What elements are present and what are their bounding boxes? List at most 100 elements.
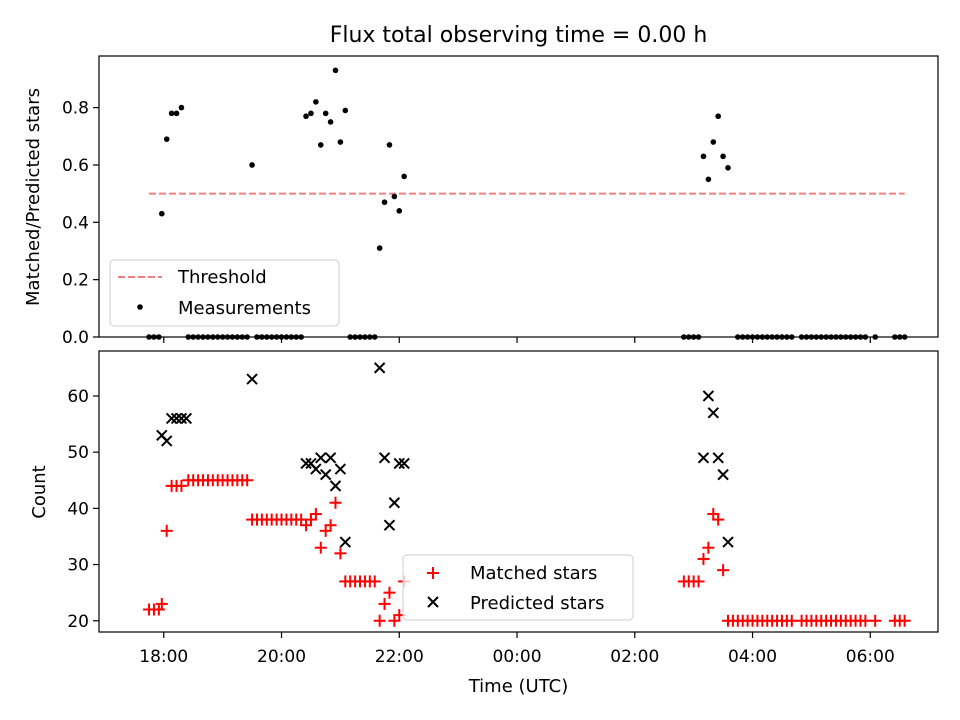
- measurement-point: [720, 153, 726, 160]
- x-tick-label: 22:00: [375, 647, 424, 667]
- x-tick-label: 20:00: [257, 647, 306, 667]
- measurement-point: [725, 165, 731, 171]
- measurement-point: [313, 99, 319, 105]
- predicted-star-point: [310, 463, 322, 475]
- matched-star-point: [898, 614, 911, 627]
- predicted-star-point: [702, 390, 715, 402]
- top-y-tick-label: 0.8: [62, 99, 89, 119]
- matched-star-point: [160, 524, 173, 537]
- matched-star-point: [383, 586, 396, 599]
- predicted-star-point: [246, 373, 258, 385]
- bottom-legend: Matched stars Predicted stars: [402, 554, 634, 621]
- predicted-star-point: [324, 452, 337, 464]
- measurement-point: [337, 139, 344, 145]
- legend-predicted-label: Predicted stars: [470, 593, 604, 614]
- matched-star-point: [152, 603, 165, 616]
- x-tick-label: 02:00: [610, 647, 659, 667]
- matched-star-point: [692, 575, 705, 588]
- x-tick-label: 04:00: [728, 647, 777, 667]
- predicted-star-point: [329, 480, 342, 492]
- matched-star-point: [334, 547, 347, 560]
- predicted-star-point: [393, 457, 405, 470]
- predicted-star-point: [398, 457, 410, 470]
- legend-measurements-swatch: [137, 304, 143, 310]
- top-legend-box: [109, 259, 340, 327]
- bottom-y-axis-label: Count: [29, 465, 50, 518]
- matched-star-point: [155, 597, 168, 610]
- predicted-star-point: [712, 452, 724, 464]
- measurement-point: [332, 67, 339, 74]
- matched-star-point: [712, 513, 725, 526]
- bottom-y-tick-label: 50: [67, 443, 89, 463]
- predicted-star-point: [300, 457, 312, 470]
- x-axis-label: Time (UTC): [468, 676, 569, 697]
- x-tick-label: 06:00: [846, 647, 895, 667]
- matched-star-point: [368, 575, 381, 588]
- top-plot-area: 0.0 0.2 0.4 0.6 0.8 Threshold Measurements: [62, 55, 939, 348]
- predicted-star-point: [315, 452, 327, 464]
- measurement-point: [178, 104, 185, 111]
- measurement-point: [700, 153, 707, 160]
- measurement-point: [322, 110, 329, 117]
- predicted-star-point: [373, 362, 386, 374]
- measurement-point: [710, 139, 717, 145]
- top-y-tick-label: 0.6: [62, 156, 89, 176]
- top-y-tick-label: 0.2: [62, 271, 89, 291]
- measurement-point: [317, 142, 324, 148]
- x-tick-label: 18:00: [139, 647, 188, 667]
- legend-matched-swatch: [427, 567, 439, 579]
- legend-predicted-swatch: [427, 596, 439, 608]
- measurement-point: [249, 162, 255, 168]
- predicted-star-point: [319, 468, 332, 481]
- matched-star-point: [329, 496, 342, 509]
- measurement-point: [715, 113, 721, 120]
- predicted-star-point: [388, 497, 401, 509]
- measurement-point: [168, 110, 175, 117]
- measurement-point: [386, 142, 393, 148]
- matched-star-point: [241, 474, 254, 487]
- x-tick-label: 00:00: [493, 647, 542, 667]
- predicted-star-point: [722, 536, 734, 548]
- predicted-star-point: [165, 412, 178, 425]
- bottom-legend-box: [402, 554, 634, 621]
- predicted-star-point: [383, 519, 396, 531]
- matched-star-point: [378, 597, 391, 610]
- legend-matched-label: Matched stars: [470, 563, 597, 584]
- measurement-point: [381, 199, 388, 206]
- matched-star-point: [314, 541, 327, 554]
- top-legend: Threshold Measurements: [109, 259, 340, 327]
- matched-star-point: [324, 519, 337, 532]
- measurement-point: [391, 193, 398, 200]
- predicted-star-point: [161, 435, 173, 447]
- bottom-y-tick-label: 60: [67, 387, 89, 407]
- top-y-tick-label: 0.0: [62, 328, 89, 348]
- measurement-point: [159, 210, 165, 217]
- matched-star-point: [309, 507, 322, 520]
- bottom-y-tick-label: 20: [67, 612, 89, 632]
- predicted-star-point: [175, 412, 188, 425]
- top-y-tick-label: 0.4: [62, 213, 89, 233]
- measurement-point: [396, 208, 403, 214]
- measurement-point: [705, 176, 712, 183]
- measurement-point: [401, 173, 407, 180]
- matched-star-point: [702, 541, 715, 554]
- measurement-point: [173, 110, 180, 117]
- measurement-point: [303, 113, 309, 120]
- predicted-star-point: [339, 536, 352, 548]
- chart-title: Flux total observing time = 0.00 h: [330, 23, 708, 48]
- predicted-star-point: [334, 463, 347, 475]
- measurement-point: [327, 119, 334, 125]
- measurement-point: [376, 245, 383, 251]
- predicted-star-point: [707, 407, 719, 419]
- matched-star-point: [373, 614, 386, 627]
- matched-star-point: [869, 614, 882, 627]
- measurement-point: [342, 107, 349, 114]
- measurement-point: [163, 136, 170, 142]
- matched-star-point: [175, 479, 188, 492]
- predicted-star-point: [697, 452, 710, 464]
- bottom-plot-frame: [98, 350, 939, 633]
- measurement-point: [308, 110, 314, 117]
- top-y-axis-label: Matched/Predicted stars: [23, 88, 44, 306]
- predicted-star-point: [170, 412, 183, 425]
